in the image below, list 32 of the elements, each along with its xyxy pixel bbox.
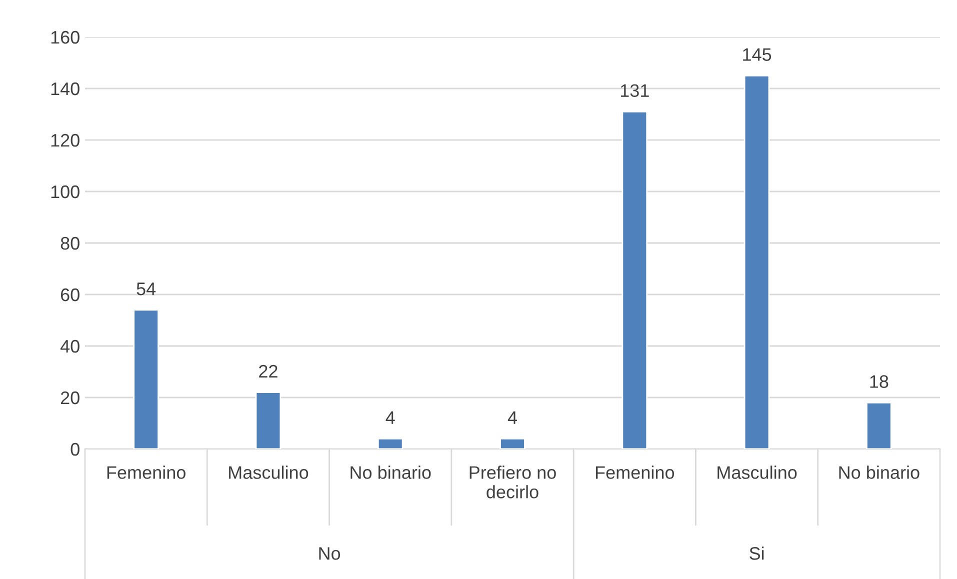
x-tick-label: Masculino [229,466,308,479]
y-tick-label: 60 [60,288,80,302]
bar [866,402,892,449]
bar [500,438,526,449]
x-tick-label: Femenino [107,466,186,479]
bar [622,110,648,449]
y-tick-label: 0 [70,442,80,456]
y-tick-label: 40 [60,340,80,353]
data-label: 131 [620,84,649,97]
x-tick-label: Femenino [596,466,674,479]
x-tick-label: Prefiero no decirlo [470,466,556,498]
y-tick-label: 160 [51,30,80,44]
y-tick-label: 140 [51,82,80,96]
text: Si [750,546,764,560]
bar [377,438,404,449]
data-label: 145 [743,48,772,61]
bar [133,309,159,449]
y-tick-label: 100 [51,185,80,198]
y-tick-label: 80 [60,236,80,250]
data-label: 54 [136,282,156,296]
y-tick-label: 120 [51,134,80,147]
text: No [319,547,340,560]
bar [255,392,282,449]
data-label: 22 [259,364,278,378]
data-label: 4 [508,411,517,424]
x-tick-label: No binario [839,466,920,479]
bar [744,74,770,449]
x-tick-label: No binario [350,466,431,479]
data-label: 18 [870,375,888,388]
y-tick-label: 20 [60,391,80,404]
data-label: 4 [386,411,395,424]
x-tick-label: Masculino [718,466,797,479]
